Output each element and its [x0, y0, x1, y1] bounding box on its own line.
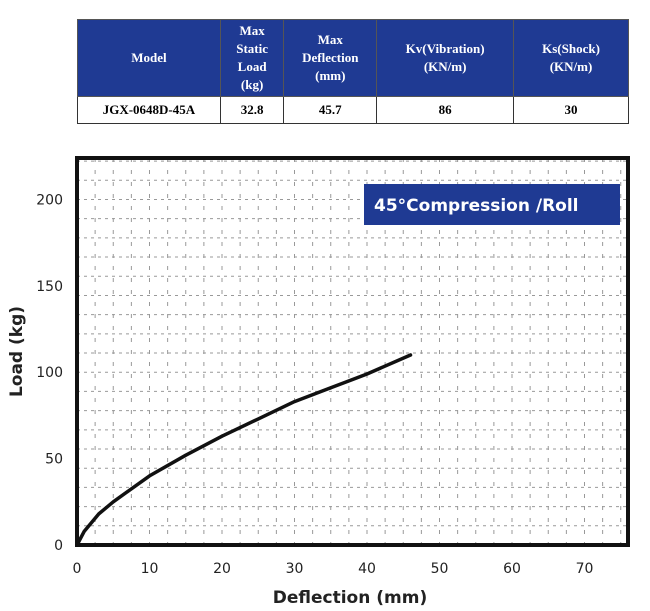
header-text: Ks(Shock)	[542, 41, 600, 56]
y-tick-label: 200	[36, 192, 63, 208]
x-tick-label: 40	[358, 561, 376, 577]
table-cell: 45.7	[283, 96, 378, 124]
y-tick-label: 50	[45, 452, 63, 468]
title-badge	[364, 184, 620, 225]
header-text: Static	[236, 41, 269, 56]
header-text: Max	[239, 23, 265, 38]
series-line	[75, 353, 413, 547]
table-cell: 86	[376, 96, 515, 124]
table-cell: 30	[513, 96, 629, 124]
table-cell: JGX-0648D-45A	[77, 96, 221, 124]
header-text: (KN/m)	[549, 59, 593, 74]
chart-title: 45°Compression /Roll	[374, 196, 579, 216]
header-text: Deflection	[302, 50, 359, 65]
header-text: (KN/m)	[423, 59, 467, 74]
table-row: JGX-0648D-45A 32.8 45.7 86 30	[77, 96, 629, 124]
table-cell: 32.8	[219, 96, 285, 124]
header-text: (kg)	[240, 77, 264, 92]
header-text: (mm)	[315, 68, 346, 83]
column-header: Max Static Load (kg)	[219, 19, 285, 97]
load-deflection-chart: 0 10 20 30 40 50 60 70 0 50 100 150 200 Deflection (m…	[7, 156, 630, 608]
x-tick-label: 30	[286, 561, 304, 577]
x-tick-label: 0	[73, 561, 82, 577]
column-header: Ks(Shock) (KN/m)	[513, 19, 629, 97]
plot-frame	[75, 156, 630, 547]
header-text: Kv(Vibration)	[405, 41, 485, 56]
y-axis-label: Load (kg)	[7, 306, 27, 397]
x-tick-label: 50	[431, 561, 449, 577]
x-tick-label: 70	[576, 561, 594, 577]
x-tick-label: 20	[213, 561, 231, 577]
y-tick-label: 100	[36, 365, 63, 381]
header-text: Max	[317, 32, 343, 47]
column-header: Kv(Vibration) (KN/m)	[376, 19, 515, 97]
column-header: Max Deflection (mm)	[283, 19, 378, 97]
header-text: Load	[237, 59, 267, 74]
column-header: Model	[77, 19, 221, 97]
header-text: Model	[131, 50, 167, 65]
y-tick-label: 0	[54, 538, 63, 554]
x-axis-label: Deflection (mm)	[273, 588, 427, 608]
y-tick-label: 150	[36, 279, 63, 295]
spec-table: Model Max Static Load (kg) Max Deflection (mm) K…	[77, 19, 629, 124]
x-tick-label: 10	[141, 561, 159, 577]
x-tick-label: 60	[503, 561, 521, 577]
